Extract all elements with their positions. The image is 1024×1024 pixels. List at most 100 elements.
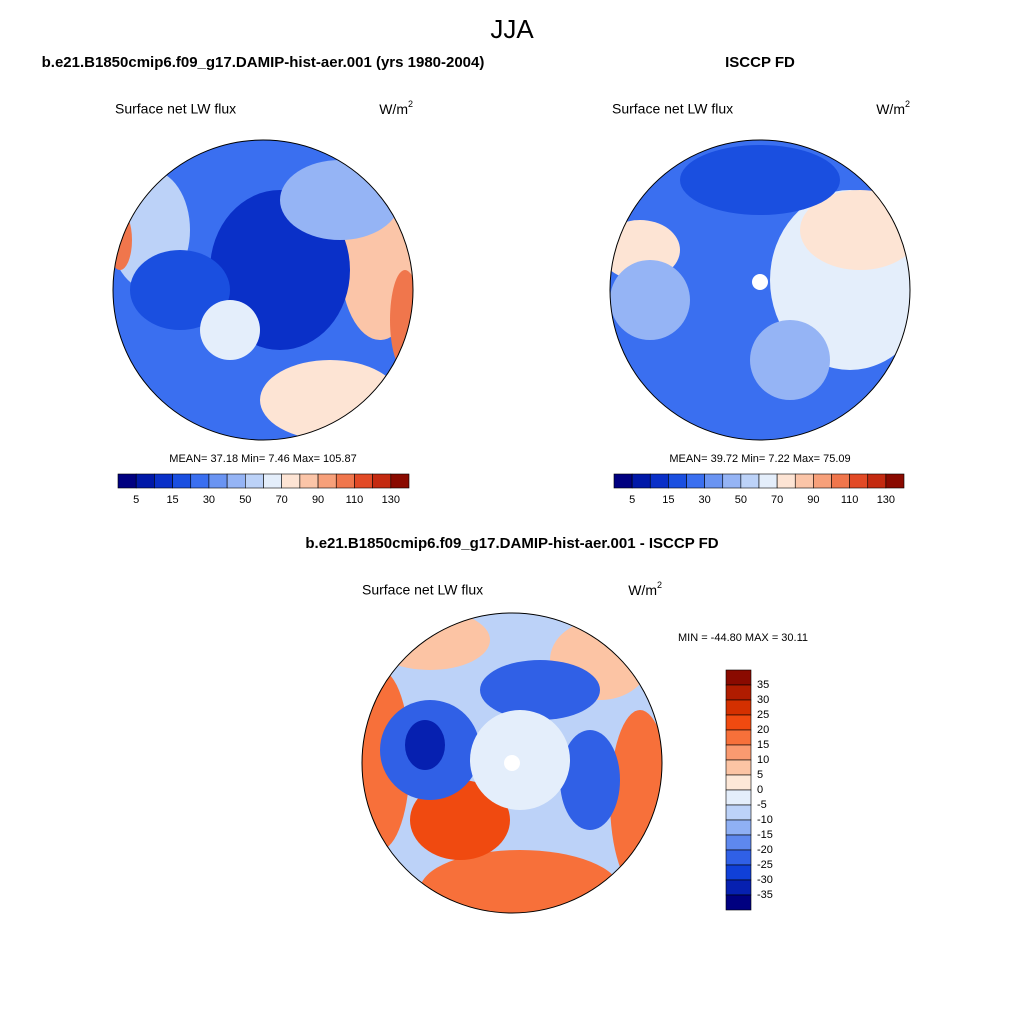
colorbar-box xyxy=(725,834,752,851)
colorbar-label: 130 xyxy=(382,494,400,506)
units: W/m2 xyxy=(379,99,413,116)
colorbar-label: 15 xyxy=(757,739,769,751)
panel-title: b.e21.B1850cmip6.f09_g17.DAMIP-hist-aer.… xyxy=(305,535,718,552)
colorbar-box xyxy=(390,473,410,489)
colorbar-box xyxy=(226,473,246,489)
colorbar-box xyxy=(135,473,155,489)
colorbar-label: 30 xyxy=(203,494,215,506)
colorbar-box xyxy=(725,759,752,776)
colorbar-box xyxy=(172,473,192,489)
colorbar-label: 10 xyxy=(757,754,769,766)
colorbar-box xyxy=(831,473,850,489)
colorbar-label: 0 xyxy=(757,784,763,796)
colorbar-box xyxy=(725,774,752,791)
colorbar-label: 90 xyxy=(312,494,324,506)
colorbar-label: -5 xyxy=(757,799,767,811)
colorbar-box xyxy=(725,684,752,701)
panel-title: ISCCP FD xyxy=(725,54,795,71)
colorbar-label: 30 xyxy=(699,494,711,506)
colorbar-box xyxy=(725,669,752,686)
colorbar-label: 25 xyxy=(757,709,769,721)
figure-title: JJA xyxy=(490,14,534,44)
colorbar-label: 90 xyxy=(807,494,819,506)
units-text: W/m xyxy=(876,101,905,117)
colorbar-box xyxy=(725,699,752,716)
stats: MIN = -44.80 MAX = 30.11 xyxy=(678,632,808,644)
units: W/m2 xyxy=(876,99,910,116)
colorbar-box xyxy=(725,849,752,866)
field-label: Surface net LW flux xyxy=(115,101,236,117)
colorbar-box xyxy=(722,473,742,489)
colorbar-label: 5 xyxy=(757,769,763,781)
colorbar-box xyxy=(725,729,752,746)
colorbar-box xyxy=(263,473,282,489)
colorbar-label: 50 xyxy=(239,494,251,506)
colorbar-label: -35 xyxy=(757,889,773,901)
colorbar-box xyxy=(649,473,669,489)
colorbar-box xyxy=(372,473,392,489)
colorbar-label: 35 xyxy=(757,679,769,691)
map xyxy=(610,140,910,440)
colorbar-box xyxy=(317,473,337,489)
units-superscript: 2 xyxy=(657,580,662,590)
colorbar-box xyxy=(725,879,752,896)
colorbar-box xyxy=(758,473,778,489)
colorbar-label: 110 xyxy=(346,494,364,506)
colorbar-box xyxy=(776,473,796,489)
colorbar-label: 130 xyxy=(877,494,895,506)
colorbar-box xyxy=(725,819,752,836)
colorbar-label: 70 xyxy=(771,494,783,506)
colorbar-box xyxy=(867,473,887,489)
colorbar-box xyxy=(117,473,137,489)
colorbar-box xyxy=(299,473,319,489)
colorbar-box xyxy=(725,744,752,761)
colorbar-label: -20 xyxy=(757,844,773,856)
colorbar-box xyxy=(725,789,752,806)
colorbar-box xyxy=(631,473,651,489)
colorbar-label: 70 xyxy=(276,494,288,506)
colorbar-box xyxy=(725,804,752,821)
panel-title: b.e21.B1850cmip6.f09_g17.DAMIP-hist-aer.… xyxy=(42,54,485,71)
stats: MEAN= 39.72 Min= 7.22 Max= 75.09 xyxy=(669,453,850,465)
colorbar-box xyxy=(190,473,210,489)
colorbar-label: -10 xyxy=(757,814,773,826)
colorbar-box xyxy=(885,473,905,489)
map xyxy=(113,140,413,440)
colorbar-box xyxy=(281,473,301,489)
colorbar-box xyxy=(813,473,832,489)
colorbar-label: 15 xyxy=(662,494,674,506)
colorbar-box xyxy=(686,473,705,489)
colorbar-box xyxy=(335,473,355,489)
colorbar-label: 20 xyxy=(757,724,769,736)
map-border xyxy=(361,612,663,914)
units-text: W/m xyxy=(379,101,408,117)
colorbar-label: 5 xyxy=(133,494,139,506)
units: W/m2 xyxy=(628,580,662,597)
field-label: Surface net LW flux xyxy=(612,101,733,117)
field-label: Surface net LW flux xyxy=(362,582,483,598)
missing-data xyxy=(504,755,520,771)
map-border xyxy=(609,139,911,441)
colorbar-label: -30 xyxy=(757,874,773,886)
units-superscript: 2 xyxy=(408,99,413,109)
colorbar-box xyxy=(154,473,173,489)
colorbar-box xyxy=(208,473,228,489)
colorbar-box xyxy=(354,473,373,489)
colorbar-label: -25 xyxy=(757,859,773,871)
colorbar-box xyxy=(849,473,869,489)
colorbar-box xyxy=(725,864,752,881)
colorbar-label: -15 xyxy=(757,829,773,841)
units-superscript: 2 xyxy=(905,99,910,109)
colorbar-box xyxy=(704,473,724,489)
colorbar-label: 50 xyxy=(735,494,747,506)
colorbar-box xyxy=(613,473,633,489)
colorbar-box xyxy=(725,714,752,731)
colorbar-label: 15 xyxy=(166,494,178,506)
colorbar-box xyxy=(725,894,752,911)
missing-data xyxy=(752,274,768,290)
colorbar-label: 110 xyxy=(841,494,859,506)
colorbar-box xyxy=(794,473,814,489)
colorbar-box xyxy=(668,473,687,489)
stats: MEAN= 37.18 Min= 7.46 Max= 105.87 xyxy=(169,453,356,465)
colorbar-box xyxy=(740,473,760,489)
